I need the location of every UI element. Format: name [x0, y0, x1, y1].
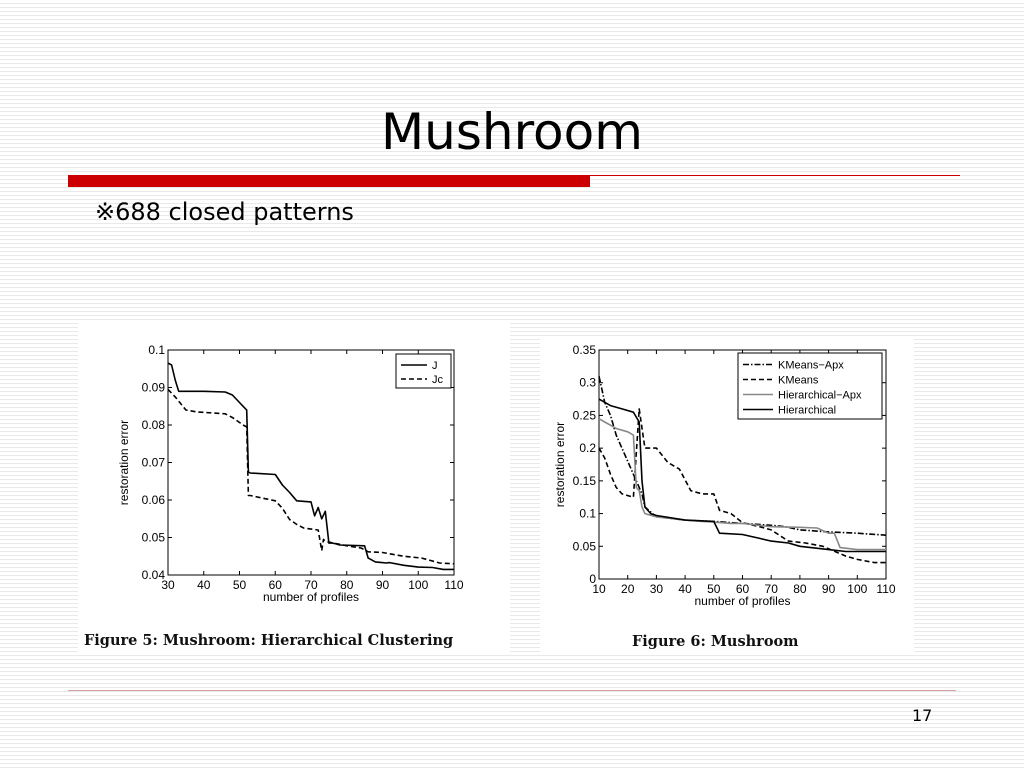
- y-tick-label: 0.3: [579, 376, 596, 390]
- legend-box: [395, 353, 452, 389]
- y-tick-label: 0.08: [142, 418, 166, 432]
- slide-subtitle: ※688 closed patterns: [95, 198, 354, 226]
- series-line-0: [598, 376, 887, 536]
- slide-title: Mushroom: [381, 103, 643, 161]
- legend-label: KMeans: [778, 375, 819, 387]
- x-tick-label: 40: [678, 582, 692, 596]
- x-tick-label: 110: [444, 578, 463, 592]
- x-tick-label: 60: [736, 582, 750, 596]
- y-tick-label: 0.25: [573, 408, 597, 422]
- y-tick-label: 0.2: [579, 441, 596, 455]
- x-tick-label: 90: [822, 582, 836, 596]
- legend-label: Jc: [432, 374, 444, 386]
- y-tick-label: 0: [589, 572, 596, 586]
- x-tick-label: 70: [304, 578, 318, 592]
- figure-6-caption: Figure 6: Mushroom: [632, 633, 799, 650]
- title-underline-red: [68, 175, 590, 187]
- x-axis-label: number of profiles: [694, 594, 790, 608]
- y-tick-label: 0.09: [142, 381, 166, 395]
- legend-label: KMeans−Apx: [778, 360, 844, 372]
- y-tick-label: 0.05: [573, 539, 597, 553]
- x-tick-label: 60: [269, 578, 283, 592]
- x-axis-label: number of profiles: [263, 590, 359, 604]
- page-number: 17: [912, 706, 933, 725]
- y-tick-label: 0.1: [148, 343, 165, 357]
- y-tick-label: 0.07: [142, 456, 166, 470]
- footer-rule: [68, 690, 956, 691]
- legend-label: Hierarchical−Apx: [778, 390, 862, 402]
- figure-5-caption: Figure 5: Mushroom: Hierarchical Cluster…: [84, 632, 454, 649]
- figure-5-chart: 30 40 50 60 70 80 90 100 110 0.04 0.05 0.06 0.07 0.08…: [117, 343, 464, 604]
- y-tick-label: 0.15: [573, 474, 597, 488]
- x-tick-label: 20: [621, 582, 635, 596]
- y-tick-label: 0.35: [573, 343, 597, 357]
- x-tick-label: 40: [197, 578, 211, 592]
- legend-label: J: [432, 360, 438, 372]
- series-line-0: [167, 362, 454, 571]
- x-tick-label: 70: [765, 582, 779, 596]
- x-tick-label: 30: [161, 578, 175, 592]
- x-tick-label: 50: [707, 582, 721, 596]
- y-tick-label: 0.04: [142, 568, 166, 582]
- y-tick-label: 0.05: [142, 531, 166, 545]
- figure-5: 30 40 50 60 70 80 90 100 110 0.04 0.05 0.06 0.07 0.08…: [78, 322, 510, 652]
- series-line-1: [167, 388, 455, 565]
- x-tick-label: 50: [233, 578, 247, 592]
- series-line-3: [598, 398, 886, 553]
- x-tick-label: 80: [340, 578, 354, 592]
- figure-6: 10 20 30 40 50 60 70 80 90 100 110 0 0.05 0.1 0.15 0.2 0…: [540, 337, 914, 655]
- x-tick-label: 100: [847, 582, 867, 596]
- legend-label: Hierarchical: [778, 405, 836, 417]
- title-underline-thin: [590, 175, 960, 176]
- x-tick-label: 10: [592, 582, 606, 596]
- x-tick-label: 110: [876, 582, 895, 596]
- x-tick-label: 100: [408, 578, 428, 592]
- y-axis-label: restoration error: [553, 422, 567, 507]
- y-tick-label: 0.1: [579, 507, 596, 521]
- figure-6-chart: 10 20 30 40 50 60 70 80 90 100 110 0 0.05 0.1 0.15 0.2 0…: [553, 343, 896, 608]
- x-tick-label: 30: [650, 582, 664, 596]
- x-tick-label: 80: [793, 582, 807, 596]
- y-axis-label: restoration error: [117, 420, 131, 505]
- x-tick-label: 90: [376, 578, 390, 592]
- legend-box: [737, 352, 883, 420]
- y-tick-label: 0.06: [142, 493, 166, 507]
